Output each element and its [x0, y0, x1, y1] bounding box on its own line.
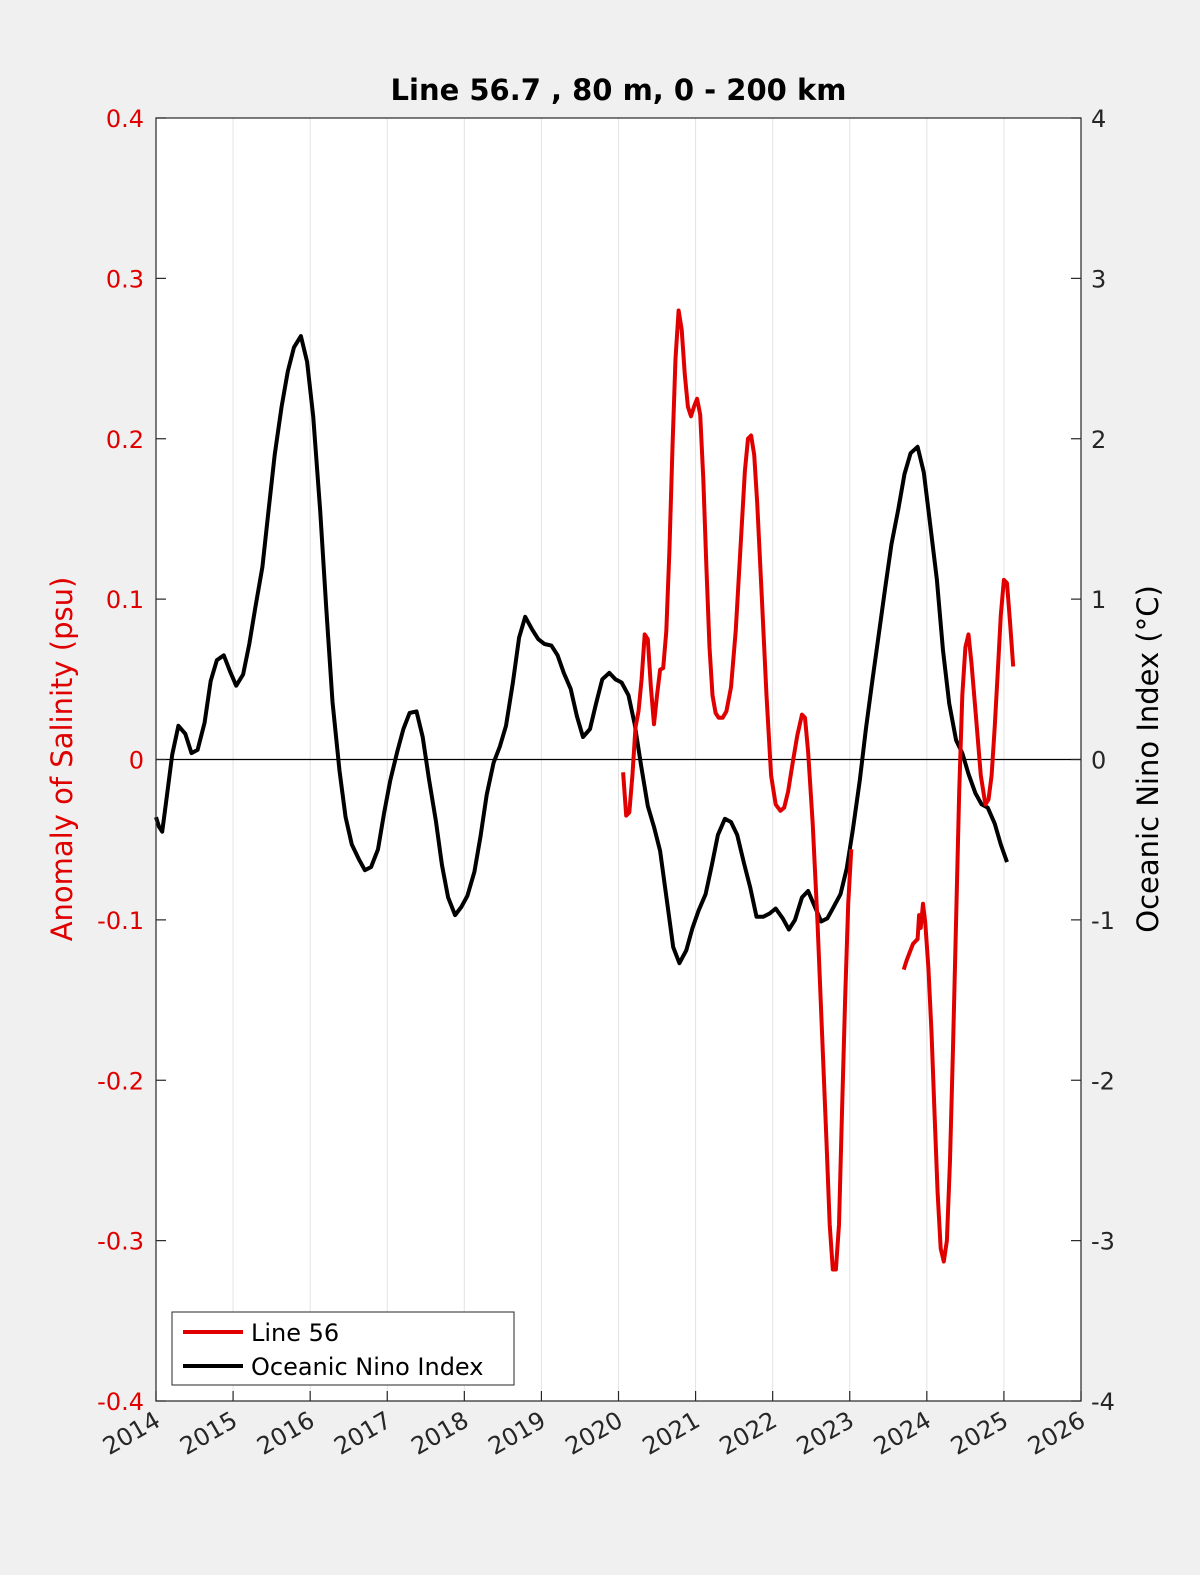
y-axis-right-label: Oceanic Nino Index (°C) — [1131, 585, 1165, 933]
legend-label-oni: Oceanic Nino Index — [251, 1353, 483, 1381]
legend-label-line56: Line 56 — [251, 1319, 339, 1347]
y-left-tick-label: 0.4 — [106, 105, 144, 133]
x-tick-label: 2025 — [946, 1406, 1013, 1461]
y-right-tick-label: -2 — [1091, 1067, 1115, 1095]
y-left-tick-label: 0.2 — [106, 426, 144, 454]
y-left-tick-label: 0 — [129, 747, 144, 775]
y-right-tick-label: -1 — [1091, 907, 1115, 935]
x-tick-label: 2019 — [484, 1406, 551, 1461]
x-tick-label: 2016 — [252, 1406, 319, 1461]
series-line-56 — [901, 577, 1016, 1264]
series-oceanic-nino-index — [154, 334, 1009, 966]
y-axis-left-label: Anomaly of Salinity (psu) — [45, 577, 79, 942]
y-right-tick-label: 0 — [1091, 747, 1106, 775]
x-tick-label: 2017 — [329, 1406, 396, 1461]
y-right-tick-label: 3 — [1091, 265, 1106, 293]
x-tick-label: 2023 — [792, 1406, 859, 1461]
y-right-tick-label: -4 — [1091, 1388, 1115, 1416]
y-left-tick-label: -0.3 — [97, 1228, 144, 1256]
chart-title: Line 56.7 , 80 m, 0 - 200 km — [391, 73, 847, 107]
series-layer — [154, 308, 1016, 1272]
x-tick-label: 2022 — [715, 1406, 782, 1461]
y-left-tick-label: -0.2 — [97, 1067, 144, 1095]
x-tick-label: 2020 — [561, 1406, 628, 1461]
legend: Line 56 Oceanic Nino Index — [171, 1311, 515, 1386]
y-right-tick-label: -3 — [1091, 1228, 1115, 1256]
series-line-56 — [621, 308, 854, 1272]
y-left-tick-label: -0.1 — [97, 907, 144, 935]
x-tick-label: 2024 — [869, 1406, 936, 1461]
x-tick-label: 2015 — [175, 1406, 242, 1461]
y-left-tick-label: 0.1 — [106, 586, 144, 614]
x-tick-label: 2021 — [638, 1406, 705, 1461]
x-tick-label: 2026 — [1023, 1406, 1090, 1461]
y-left-tick-label: -0.4 — [97, 1388, 144, 1416]
y-right-tick-label: 2 — [1091, 426, 1106, 454]
x-tick-label: 2018 — [406, 1406, 473, 1461]
y-left-tick-label: 0.3 — [106, 265, 144, 293]
y-right-tick-label: 4 — [1091, 105, 1106, 133]
legend-box — [171, 1311, 515, 1386]
y-right-tick-label: 1 — [1091, 586, 1106, 614]
